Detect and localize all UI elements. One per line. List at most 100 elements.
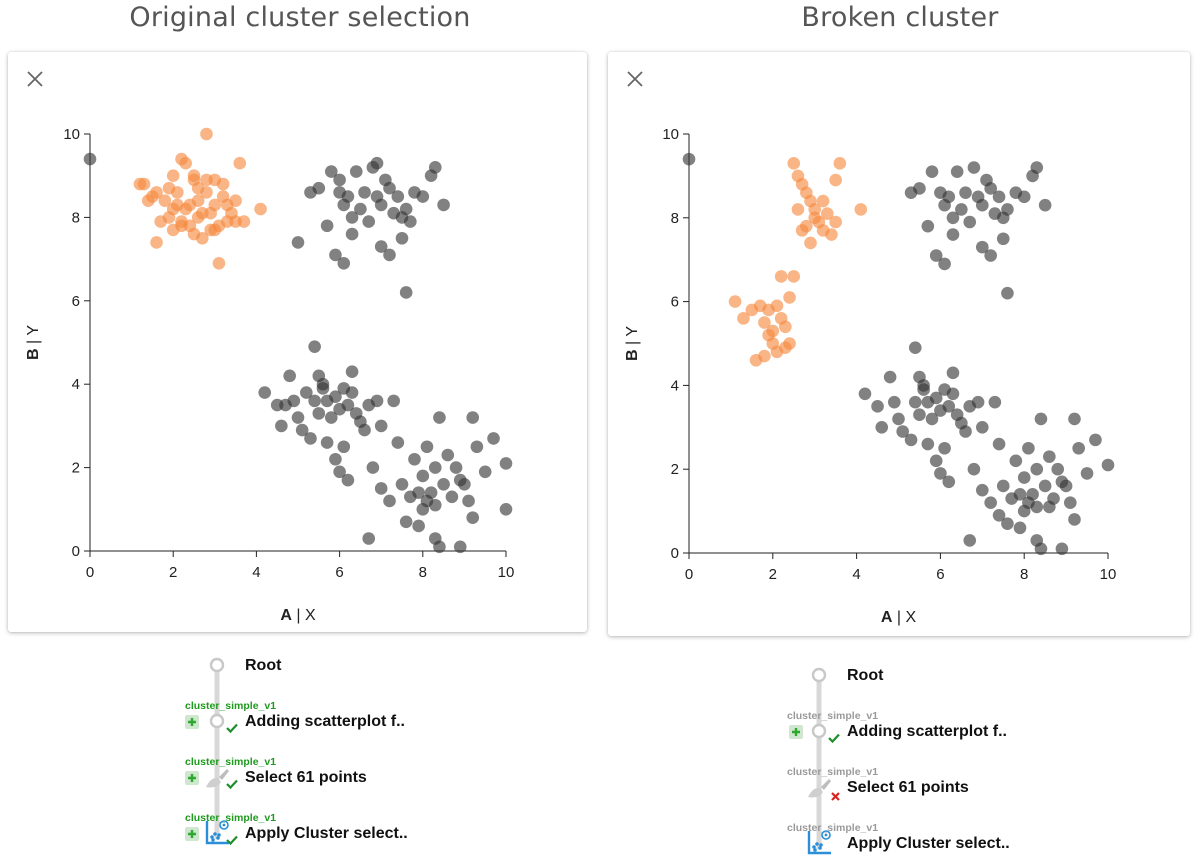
data-point[interactable] [1009, 454, 1023, 468]
node-label-root[interactable]: Root [245, 657, 282, 674]
data-point[interactable] [358, 423, 371, 437]
data-point[interactable] [304, 432, 317, 445]
data-point[interactable] [888, 395, 901, 409]
selected-point[interactable] [179, 156, 192, 170]
selected-point[interactable] [200, 173, 213, 187]
selected-point[interactable] [808, 211, 821, 225]
data-point[interactable] [275, 419, 288, 433]
data-point[interactable] [913, 182, 926, 195]
data-point[interactable] [333, 465, 346, 479]
data-point[interactable] [478, 465, 492, 479]
selected-point[interactable] [783, 291, 796, 304]
data-point[interactable] [871, 400, 884, 413]
data-point[interactable] [395, 231, 409, 245]
data-point[interactable] [1030, 534, 1044, 547]
data-point[interactable] [420, 440, 434, 454]
data-point[interactable] [487, 432, 500, 445]
data-point[interactable] [453, 540, 467, 554]
data-point[interactable] [316, 377, 330, 391]
data-point[interactable] [904, 433, 918, 447]
data-point[interactable] [291, 236, 305, 249]
selected-point[interactable] [825, 228, 838, 241]
data-point[interactable] [1089, 433, 1102, 447]
data-point[interactable] [959, 425, 972, 438]
node-label[interactable]: Select 61 points [847, 779, 969, 796]
data-point[interactable] [1013, 488, 1027, 501]
data-point[interactable] [300, 386, 313, 399]
data-point[interactable] [1080, 467, 1094, 480]
data-point[interactable] [996, 232, 1010, 246]
data-point[interactable] [329, 390, 342, 404]
data-point[interactable] [341, 190, 355, 203]
data-point[interactable] [358, 186, 371, 199]
data-point[interactable] [883, 370, 897, 384]
node-label[interactable]: Adding scatterplot f.. [847, 723, 1007, 740]
data-point[interactable] [984, 249, 997, 262]
selected-point[interactable] [737, 312, 750, 325]
data-point[interactable] [1043, 500, 1056, 514]
data-point[interactable] [950, 165, 964, 179]
node-label-root[interactable]: Root [847, 667, 884, 684]
data-point[interactable] [399, 202, 413, 216]
selected-point[interactable] [854, 203, 868, 216]
data-point[interactable] [988, 395, 1002, 409]
data-point[interactable] [967, 462, 981, 476]
data-point[interactable] [976, 240, 989, 254]
selected-point[interactable] [175, 219, 188, 233]
data-point[interactable] [374, 240, 388, 253]
scatterplot[interactable]: 0 2 4 6 8 10 0 2 4 6 8 10 A | X B | Y [608, 52, 1190, 636]
data-point[interactable] [934, 467, 947, 480]
data-point[interactable] [437, 477, 450, 491]
data-point[interactable] [1051, 462, 1065, 476]
selected-point[interactable] [770, 345, 784, 359]
data-point[interactable] [892, 412, 905, 426]
data-point[interactable] [428, 461, 442, 474]
data-point[interactable] [320, 219, 334, 233]
data-point[interactable] [1013, 521, 1027, 535]
data-point[interactable] [458, 477, 471, 491]
data-point[interactable] [312, 181, 326, 195]
data-point[interactable] [925, 412, 939, 426]
data-point[interactable] [428, 532, 442, 545]
data-point[interactable] [374, 198, 388, 212]
data-point[interactable] [424, 486, 438, 499]
data-point[interactable] [291, 411, 305, 424]
data-point[interactable] [1030, 500, 1044, 514]
selected-point[interactable] [820, 207, 834, 220]
data-point[interactable] [1017, 190, 1031, 204]
data-point[interactable] [499, 457, 513, 470]
selected-point[interactable] [833, 157, 847, 170]
data-point[interactable] [942, 475, 956, 489]
data-point[interactable] [1030, 462, 1044, 476]
data-point[interactable] [416, 503, 430, 516]
data-point[interactable] [921, 219, 935, 233]
data-point[interactable] [1043, 450, 1056, 463]
data-point[interactable] [1068, 412, 1081, 426]
node-label[interactable]: Select 61 points [245, 769, 367, 786]
data-point[interactable] [437, 198, 450, 212]
scatterplot[interactable]: 0 2 4 6 8 10 0 2 4 6 8 10 A | X B | Y [8, 52, 587, 632]
selected-point[interactable] [829, 215, 842, 229]
add-annotation-icon[interactable] [185, 827, 199, 841]
selected-point[interactable] [829, 173, 842, 187]
data-point[interactable] [320, 436, 334, 449]
data-point[interactable] [921, 437, 935, 451]
data-point[interactable] [1001, 286, 1014, 300]
selected-point[interactable] [183, 198, 197, 212]
data-point[interactable] [1017, 504, 1031, 518]
data-point[interactable] [1038, 198, 1052, 212]
data-point[interactable] [337, 440, 351, 454]
data-point[interactable] [1026, 488, 1039, 501]
data-point[interactable] [908, 395, 922, 409]
data-point[interactable] [858, 387, 872, 401]
data-point[interactable] [875, 421, 889, 434]
data-point[interactable] [946, 387, 960, 401]
selected-point[interactable] [212, 256, 226, 270]
data-point[interactable] [337, 256, 351, 270]
data-point[interactable] [324, 411, 338, 424]
data-point[interactable] [374, 419, 388, 433]
data-point[interactable] [345, 386, 359, 399]
data-point[interactable] [341, 473, 355, 487]
data-point[interactable] [938, 257, 951, 271]
selected-point[interactable] [166, 169, 180, 182]
